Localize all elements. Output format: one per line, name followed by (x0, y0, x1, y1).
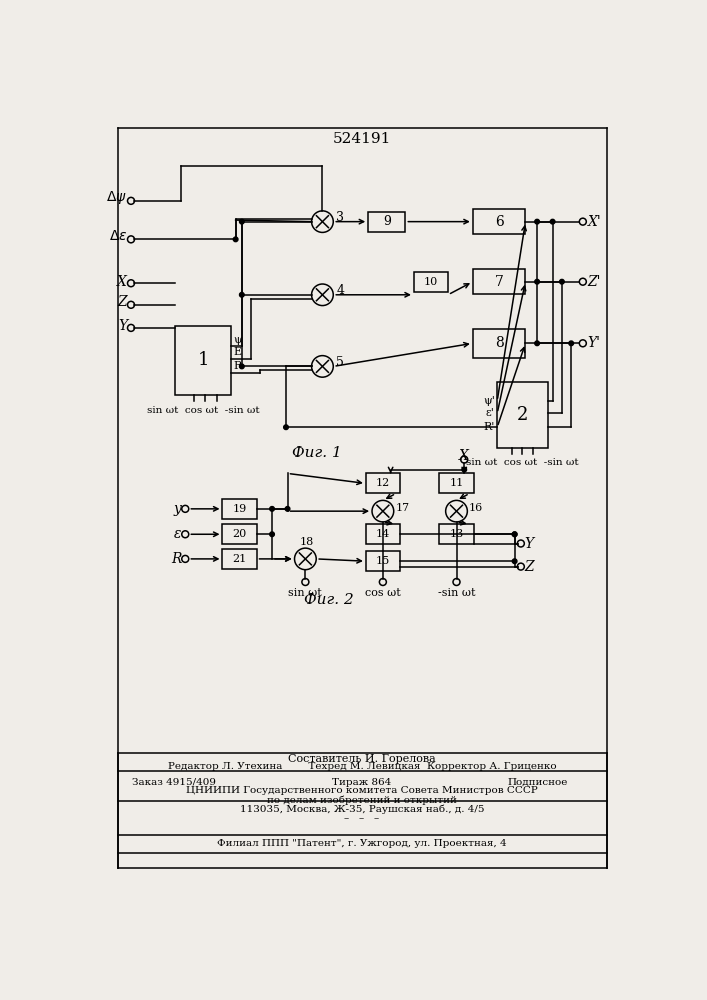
Text: 20: 20 (233, 529, 247, 539)
Text: 12: 12 (375, 478, 390, 488)
Circle shape (462, 467, 467, 472)
Text: 14: 14 (375, 529, 390, 539)
Text: Y: Y (524, 536, 533, 550)
Text: 11: 11 (450, 478, 464, 488)
Text: 5: 5 (337, 356, 344, 369)
Text: Z': Z' (588, 275, 601, 289)
Text: y: y (173, 502, 182, 516)
Text: X: X (117, 275, 127, 289)
Text: по делам изобретений и открытий: по делам изобретений и открытий (267, 795, 457, 805)
Text: sin ωt: sin ωt (288, 588, 322, 598)
Text: sin ωt  cos ωt  -sin ωt: sin ωt cos ωt -sin ωt (466, 458, 579, 467)
Text: X: X (460, 449, 469, 463)
Text: R: R (233, 361, 242, 371)
Text: ε: ε (174, 527, 182, 541)
Bar (366, 524, 400, 544)
Text: R: R (171, 552, 182, 566)
Text: 3: 3 (337, 211, 344, 224)
Bar (223, 549, 257, 569)
Text: R': R' (484, 422, 495, 432)
Text: ψ': ψ' (483, 396, 495, 406)
Text: 10: 10 (423, 277, 438, 287)
Bar (473, 269, 525, 294)
Bar (473, 209, 525, 234)
Text: ψ: ψ (233, 335, 242, 345)
Text: 13: 13 (450, 529, 464, 539)
Text: Составитель И. Горелова: Составитель И. Горелова (288, 754, 436, 764)
Text: Z: Z (117, 295, 127, 309)
Bar (440, 524, 474, 544)
Text: Редактор Л. Утехина        Техред М. Левицкая  Корректор А. Гриценко: Редактор Л. Утехина Техред М. Левицкая К… (168, 762, 556, 771)
Text: 17: 17 (395, 503, 409, 513)
Bar (473, 329, 525, 358)
Text: Подписное: Подписное (508, 778, 568, 787)
Bar (368, 212, 405, 232)
Text: Z: Z (524, 560, 534, 574)
Text: 19: 19 (233, 504, 247, 514)
Text: -sin ωt: -sin ωt (438, 588, 475, 598)
Circle shape (240, 292, 244, 297)
Bar (440, 473, 474, 493)
Text: 21: 21 (233, 554, 247, 564)
Bar (414, 272, 448, 292)
Text: 4: 4 (337, 284, 344, 297)
Circle shape (534, 279, 539, 284)
Circle shape (285, 507, 290, 511)
Text: ЦНИИПИ Государственного комитета Совета Министров СССР: ЦНИИПИ Государственного комитета Совета … (186, 786, 538, 795)
Text: Фиг. 2: Фиг. 2 (304, 593, 354, 607)
Circle shape (513, 532, 517, 537)
Circle shape (513, 532, 517, 537)
Circle shape (240, 364, 244, 369)
Text: Заказ 4915/409: Заказ 4915/409 (132, 778, 216, 787)
Bar (497, 382, 547, 448)
Text: 2: 2 (517, 406, 528, 424)
Text: $\Delta\psi$: $\Delta\psi$ (106, 188, 127, 206)
Circle shape (550, 219, 555, 224)
Text: 1: 1 (197, 351, 209, 369)
Text: X': X' (588, 215, 601, 229)
Bar (223, 499, 257, 519)
Text: Y: Y (118, 319, 127, 333)
Circle shape (240, 219, 244, 224)
Text: ε': ε' (486, 408, 495, 418)
Bar (223, 524, 257, 544)
Text: sin ωt  cos ωt  -sin ωt: sin ωt cos ωt -sin ωt (147, 406, 259, 415)
Circle shape (559, 279, 564, 284)
Text: Фиг. 1: Фиг. 1 (292, 446, 342, 460)
Text: 9: 9 (382, 215, 391, 228)
Text: Филиал ППП "Патент", г. Ужгород, ул. Проектная, 4: Филиал ППП "Патент", г. Ужгород, ул. Про… (217, 839, 507, 848)
Circle shape (270, 507, 274, 511)
Circle shape (569, 341, 573, 346)
Text: 524191: 524191 (333, 132, 391, 146)
Text: 6: 6 (495, 215, 503, 229)
Circle shape (534, 341, 539, 346)
Circle shape (233, 237, 238, 242)
Text: Y': Y' (588, 336, 600, 350)
Text: cos ωt: cos ωt (365, 588, 401, 598)
Text: 113035, Москва, Ж-35, Раушская наб., д. 4/5: 113035, Москва, Ж-35, Раушская наб., д. … (240, 804, 484, 814)
Circle shape (513, 559, 517, 564)
Text: 16: 16 (469, 503, 483, 513)
Bar (366, 473, 400, 493)
Circle shape (534, 219, 539, 224)
Text: –   –   –: – – – (344, 814, 380, 823)
Circle shape (270, 532, 274, 537)
Text: Тираж 864: Тираж 864 (332, 778, 392, 787)
Text: 8: 8 (495, 336, 503, 350)
Text: 18: 18 (300, 537, 314, 547)
Text: $\Delta\varepsilon$: $\Delta\varepsilon$ (109, 229, 127, 242)
Bar (175, 326, 231, 395)
Text: 7: 7 (495, 275, 503, 289)
Bar (366, 551, 400, 571)
Text: E: E (233, 347, 241, 357)
Text: 15: 15 (375, 556, 390, 566)
Circle shape (284, 425, 288, 430)
